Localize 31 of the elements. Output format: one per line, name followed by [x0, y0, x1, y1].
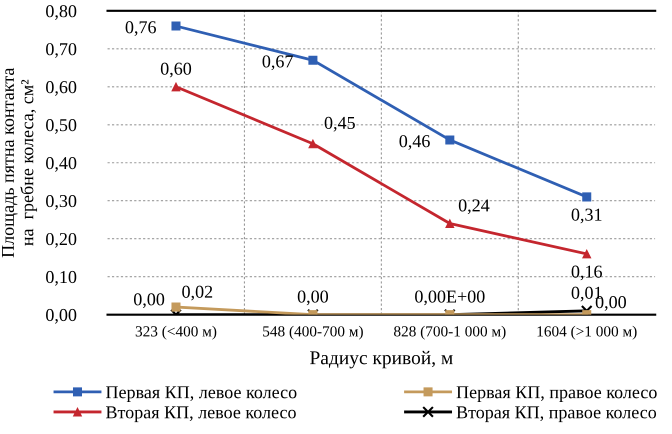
y-tick-label: 0,30: [46, 194, 76, 210]
data-label: 0,00: [298, 290, 328, 306]
y-tick-label: 0,00: [46, 308, 76, 324]
y-tick-label: 0,50: [46, 119, 76, 134]
x-tick-label: 548 (400-700 м): [263, 326, 363, 340]
data-label: 0,46: [399, 135, 430, 150]
y-tick-label: 0,10: [46, 270, 76, 286]
data-label: 0,76: [126, 21, 156, 36]
data-label: 0,31: [572, 208, 602, 224]
data-label: 0,60: [160, 62, 192, 78]
x-tick-label: 828 (700-1 000 м): [394, 326, 506, 340]
data-label: 0,16: [572, 266, 602, 280]
legend-label: Первая КП, правое колесо: [456, 386, 657, 402]
legend-label: Вторая КП, левое колесо: [106, 406, 296, 422]
y-tick-label: 0,20: [46, 232, 76, 248]
legend-label: Вторая КП, правое колесо: [456, 406, 656, 422]
x-tick-label: 323 (<400 м): [136, 326, 216, 340]
data-label: 0,67: [262, 55, 293, 70]
x-tick-label: 1604 (>1 000 м): [538, 326, 637, 340]
y-tick-label: 0,80: [46, 5, 76, 20]
data-label: 0,02: [182, 286, 212, 300]
y-axis-title: Площадь пятна контакта на гребне колеса, см²: [2, 68, 38, 258]
data-label: 0,24: [458, 199, 490, 214]
legend-label: Первая КП, левое колесо: [106, 386, 296, 402]
y-tick-label: 0,70: [46, 43, 76, 58]
x-axis-title: Радиус кривой, м: [310, 350, 453, 368]
data-label: 0,45: [324, 116, 355, 132]
data-label: 0,00: [134, 293, 164, 308]
y-tick-label: 0,60: [46, 81, 76, 96]
data-label: 0,00E+00: [415, 290, 485, 306]
y-tick-label: 0,40: [46, 157, 76, 172]
